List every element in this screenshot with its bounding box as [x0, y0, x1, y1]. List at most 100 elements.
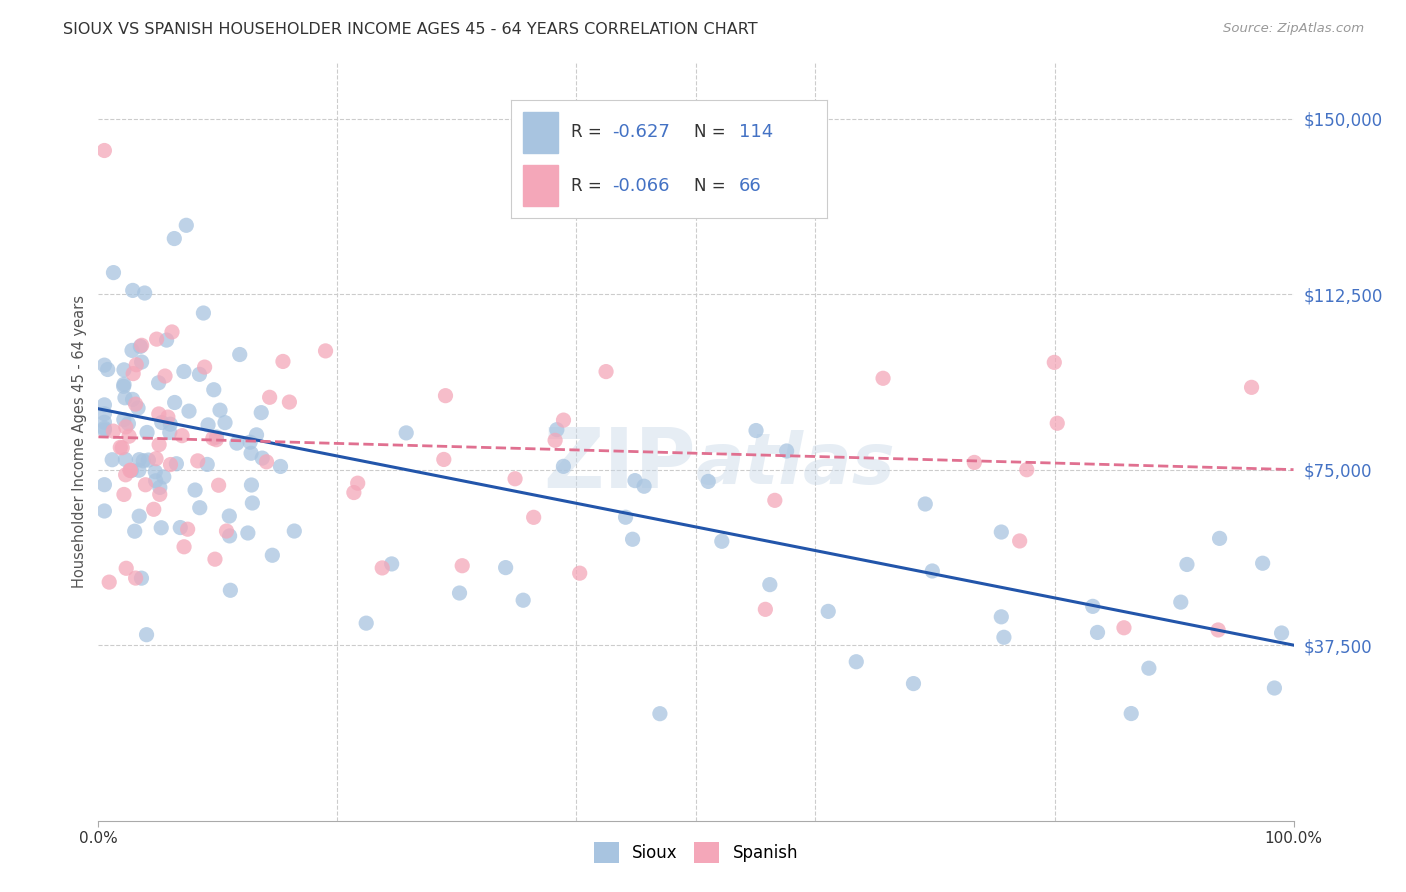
- Point: [112, 487, 135, 501]
- Point: [271, 354, 294, 368]
- Point: [131, 571, 153, 585]
- Point: [1208, 532, 1230, 546]
- Point: [148, 376, 170, 390]
- Legend: Sioux, Spanish: Sioux, Spanish: [588, 836, 804, 869]
- Point: [128, 452, 150, 467]
- Point: [1087, 625, 1109, 640]
- Point: [553, 413, 575, 427]
- Point: [155, 333, 177, 347]
- Point: [763, 493, 786, 508]
- Point: [193, 306, 215, 320]
- Point: [134, 286, 156, 301]
- Point: [205, 433, 228, 447]
- Point: [1170, 595, 1192, 609]
- Point: [184, 483, 207, 497]
- Point: [1008, 533, 1031, 548]
- Point: [523, 510, 546, 524]
- Point: [93, 398, 115, 412]
- Point: [93, 407, 115, 421]
- Point: [993, 630, 1015, 644]
- Point: [121, 392, 143, 407]
- Point: [122, 367, 145, 381]
- Point: [621, 533, 644, 547]
- Point: [124, 397, 146, 411]
- Point: [135, 628, 157, 642]
- Point: [240, 496, 263, 510]
- Point: [169, 520, 191, 534]
- Point: [118, 429, 141, 443]
- Point: [218, 509, 240, 524]
- Point: [110, 440, 132, 454]
- Point: [903, 676, 925, 690]
- Point: [229, 347, 252, 361]
- Point: [503, 472, 526, 486]
- Point: [1043, 355, 1066, 369]
- Point: [921, 564, 943, 578]
- Point: [163, 231, 186, 245]
- Point: [134, 477, 156, 491]
- Point: [115, 561, 138, 575]
- Point: [127, 401, 149, 415]
- Point: [93, 504, 115, 518]
- Point: [93, 421, 115, 435]
- Point: [143, 465, 166, 479]
- Point: [145, 474, 167, 488]
- Point: [153, 369, 176, 384]
- Point: [1046, 417, 1069, 431]
- Point: [754, 602, 776, 616]
- Point: [775, 444, 797, 458]
- Point: [354, 616, 377, 631]
- Point: [97, 362, 120, 376]
- Point: [111, 441, 134, 455]
- Point: [170, 428, 193, 442]
- Point: [124, 571, 146, 585]
- Point: [128, 463, 150, 477]
- Point: [245, 428, 267, 442]
- Point: [633, 479, 655, 493]
- Point: [614, 510, 637, 524]
- Point: [112, 379, 135, 393]
- Point: [93, 477, 115, 491]
- Point: [371, 561, 394, 575]
- Point: [194, 360, 217, 375]
- Point: [207, 478, 229, 492]
- Point: [395, 425, 418, 440]
- Point: [112, 363, 135, 377]
- Point: [710, 534, 733, 549]
- Point: [215, 524, 238, 538]
- Point: [112, 412, 135, 426]
- Point: [201, 431, 224, 445]
- Point: [239, 435, 262, 450]
- Point: [697, 475, 720, 489]
- Point: [176, 522, 198, 536]
- Point: [150, 521, 173, 535]
- Point: [138, 453, 160, 467]
- Point: [197, 417, 219, 432]
- Point: [120, 464, 142, 478]
- Point: [93, 423, 115, 437]
- Point: [202, 383, 225, 397]
- Point: [120, 463, 142, 477]
- Point: [148, 407, 170, 421]
- Point: [914, 497, 936, 511]
- Point: [250, 406, 273, 420]
- Point: [1081, 599, 1104, 614]
- Point: [103, 266, 125, 280]
- Point: [152, 470, 174, 484]
- Point: [149, 487, 172, 501]
- Point: [1121, 706, 1143, 721]
- Point: [495, 560, 517, 574]
- Point: [343, 485, 366, 500]
- Point: [219, 583, 242, 598]
- Point: [553, 459, 575, 474]
- Point: [990, 610, 1012, 624]
- Point: [1206, 623, 1229, 637]
- Point: [1175, 558, 1198, 572]
- Point: [159, 417, 181, 432]
- Point: [1112, 621, 1135, 635]
- Point: [93, 415, 115, 429]
- Point: [142, 502, 165, 516]
- Point: [103, 424, 125, 438]
- Point: [1271, 626, 1294, 640]
- Point: [114, 391, 136, 405]
